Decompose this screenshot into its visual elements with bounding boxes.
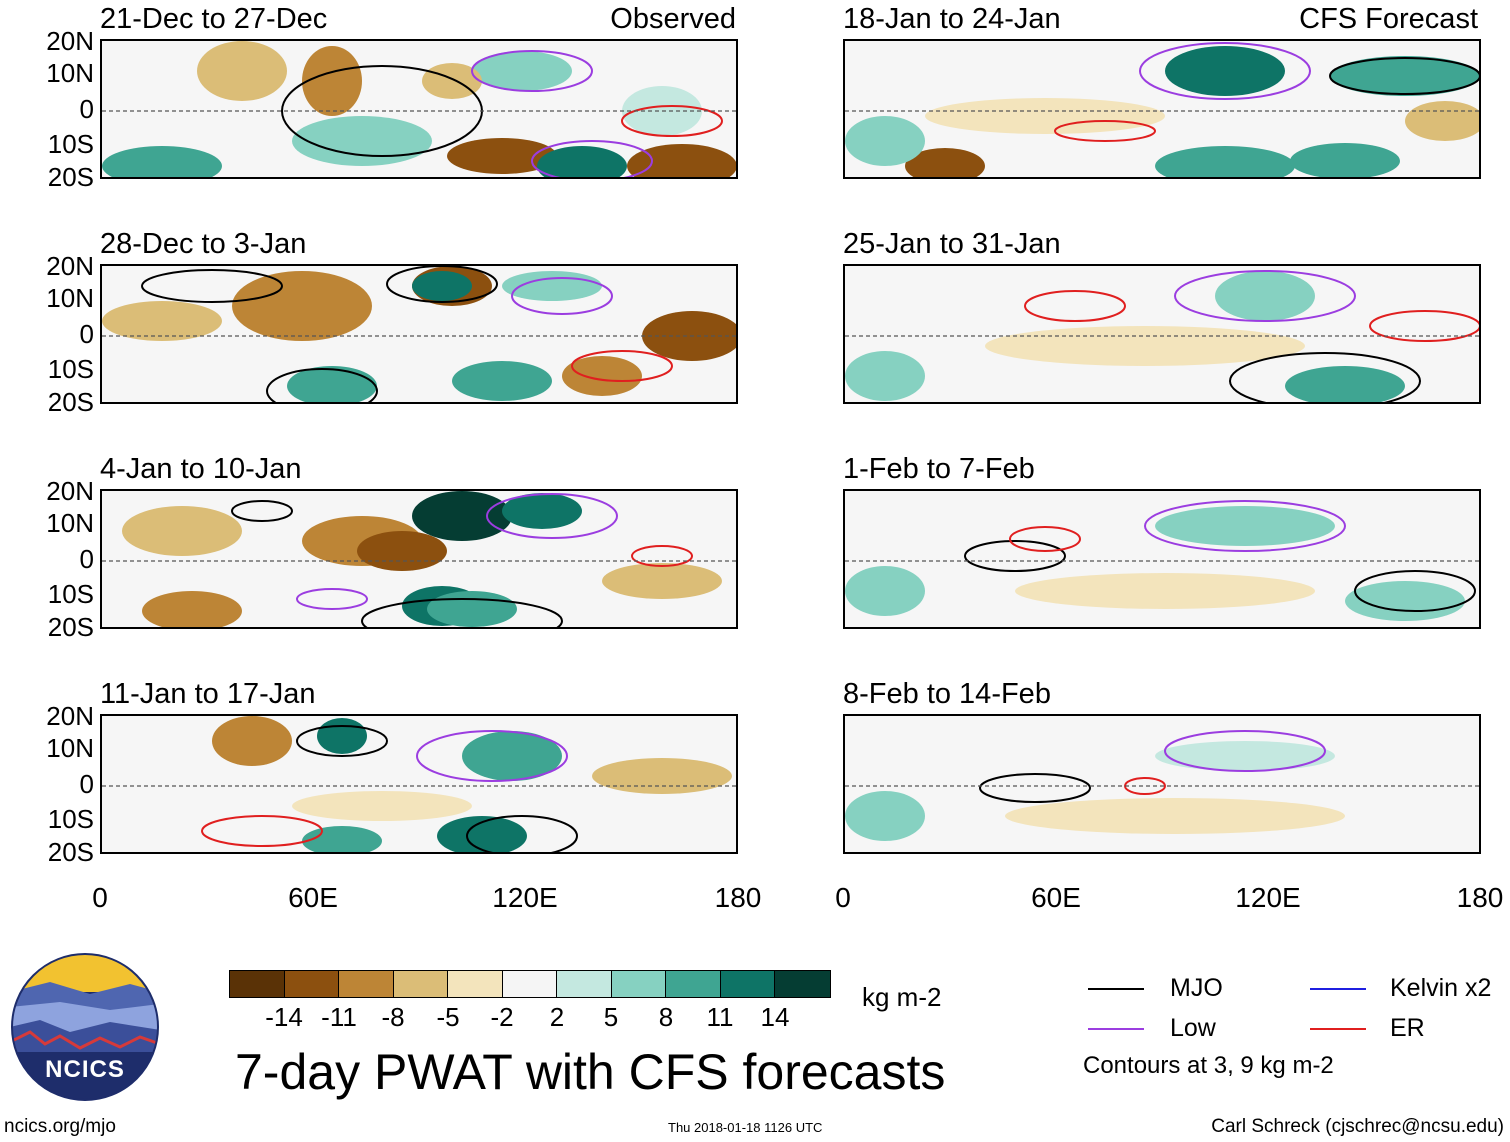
- colorbar-swatch: [720, 971, 775, 997]
- colorbar-swatch: [557, 971, 612, 997]
- footer-author: Carl Schreck (cjschrec@ncsu.edu): [1211, 1116, 1504, 1137]
- panel-title: 4-Jan to 10-Jan: [100, 453, 302, 485]
- map-panel: [843, 489, 1481, 629]
- panel-title: 18-Jan to 24-Jan: [843, 3, 1061, 35]
- panel-title: 8-Feb to 14-Feb: [843, 678, 1051, 710]
- lat-label: 20S: [47, 387, 94, 417]
- lat-label: 10N: [46, 733, 94, 763]
- colorbar-swatch: [775, 971, 830, 997]
- lat-label: 0: [79, 319, 94, 349]
- map-panel: [100, 489, 738, 629]
- lat-label: 0: [79, 769, 94, 799]
- colorbar-swatch: [230, 971, 285, 997]
- legend-label-kelvin: Kelvin x2: [1390, 974, 1492, 1002]
- anomaly-field: [845, 42, 1479, 177]
- lat-label: 0: [79, 94, 94, 124]
- colorbar-label: -5: [436, 1002, 460, 1032]
- legend-swatch-mjo: [1088, 988, 1144, 990]
- map-panel: [100, 264, 738, 404]
- map-panel: [100, 39, 738, 179]
- colorbar-label: -14: [265, 1002, 303, 1032]
- colorbar-label: -2: [490, 1002, 514, 1032]
- colorbar-swatch: [448, 971, 503, 997]
- lat-label: 0: [79, 544, 94, 574]
- colorbar-label: 2: [549, 1002, 565, 1032]
- legend-label-er: ER: [1390, 1014, 1425, 1042]
- map-panel: [843, 714, 1481, 854]
- lat-label: 10N: [46, 58, 94, 88]
- colorbar-swatch: [666, 971, 721, 997]
- colorbar-units: kg m-2: [862, 982, 942, 1012]
- forecast-label: CFS Forecast: [1299, 3, 1478, 35]
- legend-label-mjo: MJO: [1170, 974, 1223, 1002]
- lon-label: 180: [1456, 882, 1504, 913]
- anomaly-field: [102, 491, 736, 627]
- colorbar-swatch: [611, 971, 666, 997]
- colorbar-label: 8: [658, 1002, 674, 1032]
- footer-url[interactable]: ncics.org/mjo: [4, 1116, 116, 1137]
- map-panel: [843, 39, 1481, 179]
- anomaly-field: [102, 41, 736, 177]
- logo-text: NCICS: [45, 1056, 125, 1083]
- lat-label: 10N: [46, 508, 94, 538]
- lat-label: 20S: [47, 837, 94, 867]
- lon-label: 120E: [492, 882, 558, 913]
- ncics-logo: NCICS: [10, 952, 160, 1102]
- lon-label: 60E: [288, 882, 338, 913]
- lat-label: 10N: [46, 283, 94, 313]
- lat-label: 20N: [46, 26, 94, 56]
- lat-label: 10S: [47, 129, 94, 159]
- anomaly-field: [845, 730, 1479, 841]
- colorbar: [229, 970, 831, 998]
- map-panel: [100, 714, 738, 854]
- panel-title: 28-Dec to 3-Jan: [100, 228, 307, 260]
- anomaly-field: [102, 716, 736, 852]
- colorbar-label: 5: [603, 1002, 619, 1032]
- legend-swatch-kelvin: [1310, 988, 1366, 990]
- panel-title: 1-Feb to 7-Feb: [843, 453, 1035, 485]
- observed-label: Observed: [610, 3, 736, 35]
- lat-label: 10S: [47, 354, 94, 384]
- lat-label: 20S: [47, 612, 94, 642]
- colorbar-label: 14: [760, 1002, 790, 1032]
- main-title: 7-day PWAT with CFS forecasts: [235, 1044, 946, 1100]
- panel-title: 11-Jan to 17-Jan: [100, 678, 316, 710]
- legend-swatch-low: [1088, 1028, 1144, 1030]
- colorbar-label: -11: [321, 1002, 357, 1032]
- colorbar-swatch: [502, 971, 557, 997]
- lon-label: 60E: [1031, 882, 1081, 913]
- lat-label: 10S: [47, 804, 94, 834]
- colorbar-swatch: [339, 971, 394, 997]
- legend-note: Contours at 3, 9 kg m-2: [1083, 1052, 1334, 1079]
- legend-label-low: Low: [1170, 1014, 1216, 1042]
- anomaly-field: [845, 270, 1479, 402]
- lon-label: 0: [92, 882, 108, 913]
- lat-label: 20N: [46, 476, 94, 506]
- lat-label: 20S: [47, 162, 94, 192]
- colorbar-label: -8: [381, 1002, 405, 1032]
- lat-label: 10S: [47, 579, 94, 609]
- anomaly-field: [845, 500, 1479, 621]
- lat-label: 20N: [46, 701, 94, 731]
- lon-label: 120E: [1235, 882, 1301, 913]
- ncics-logo-icon: [11, 953, 159, 1101]
- colorbar-swatch: [393, 971, 448, 997]
- panel-title: 25-Jan to 31-Jan: [843, 228, 1061, 260]
- map-panel: [843, 264, 1481, 404]
- panel-title: 21-Dec to 27-Dec: [100, 3, 328, 35]
- lat-label: 20N: [46, 251, 94, 281]
- colorbar-label: 11: [706, 1002, 734, 1032]
- anomaly-field: [102, 266, 736, 402]
- lon-label: 0: [835, 882, 851, 913]
- footer-timestamp: Thu 2018-01-18 1126 UTC: [668, 1120, 823, 1135]
- legend-swatch-er: [1310, 1028, 1366, 1030]
- lon-label: 180: [714, 882, 762, 913]
- colorbar-swatch: [284, 971, 339, 997]
